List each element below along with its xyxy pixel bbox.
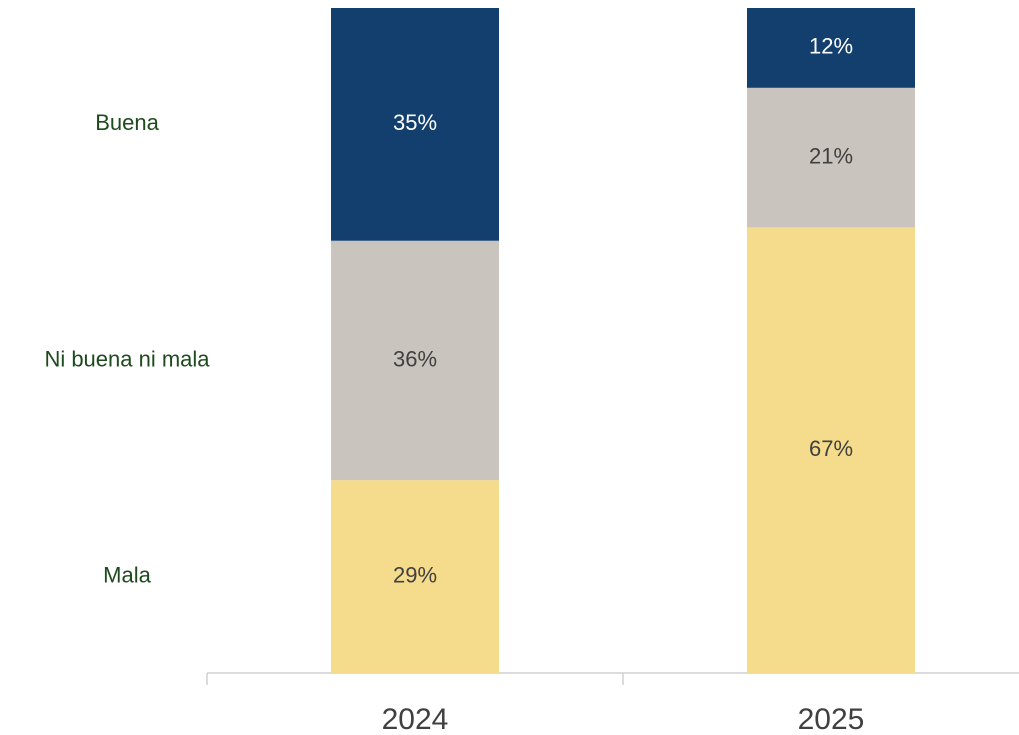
bar-segment	[331, 240, 499, 481]
value-label: 12%	[809, 34, 853, 59]
value-label: 67%	[809, 436, 853, 461]
series-label: Ni buena ni mala	[44, 346, 210, 371]
bar-segment	[747, 8, 915, 88]
bar-segment	[331, 480, 499, 673]
bar-segment	[747, 227, 915, 673]
x-tick-label: 2024	[382, 703, 449, 735]
series-label: Mala	[103, 562, 151, 587]
value-label: 35%	[393, 110, 437, 135]
value-label: 36%	[393, 346, 437, 371]
series-label: Buena	[95, 110, 159, 135]
x-tick-label: 2025	[798, 703, 865, 735]
bar-segment	[747, 87, 915, 228]
bar-segment	[331, 8, 499, 241]
value-label: 29%	[393, 562, 437, 587]
value-label: 21%	[809, 143, 853, 168]
